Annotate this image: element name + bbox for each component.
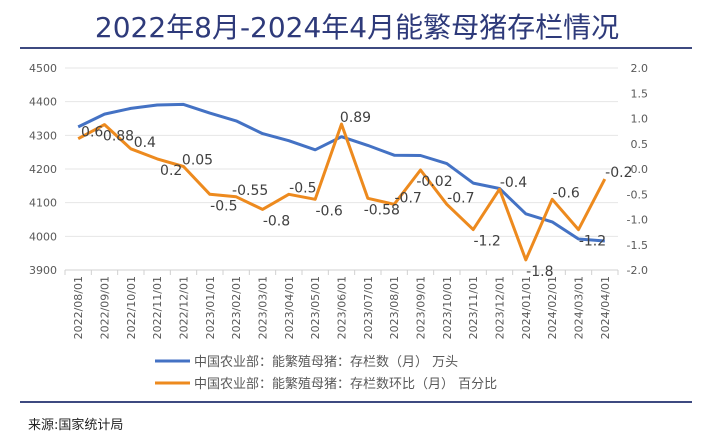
data-label: -0.7	[395, 190, 422, 206]
data-label: 0.6	[81, 125, 103, 141]
data-label: -1.2	[474, 234, 501, 250]
right-axis-tick: -0.5	[627, 188, 648, 201]
data-label: -1.8	[526, 264, 553, 280]
x-axis-tick: 2023/02/01	[230, 276, 243, 339]
x-axis-tick: 2024/01/01	[520, 276, 533, 339]
data-label: 0.89	[340, 110, 371, 126]
data-label: -0.8	[263, 213, 290, 229]
data-label: -0.4	[500, 175, 527, 191]
x-axis-tick: 2023/06/01	[336, 276, 349, 339]
left-axis-tick: 3900	[29, 264, 57, 277]
data-label: -0.7	[447, 190, 474, 206]
left-axis-tick: 4400	[29, 96, 57, 109]
data-label: -0.58	[364, 202, 400, 218]
data-label: -0.5	[289, 180, 316, 196]
x-axis-tick: 2023/10/01	[441, 276, 454, 339]
data-label: -0.2	[605, 165, 632, 181]
right-axis-tick: 1.5	[631, 87, 649, 100]
right-axis-tick: -1.0	[627, 214, 648, 227]
data-label: 0.2	[160, 163, 182, 179]
title-divider	[20, 47, 692, 49]
data-label: 0.4	[134, 135, 156, 151]
data-label: -0.6	[553, 185, 580, 201]
series-line-2	[77, 122, 607, 262]
x-axis-tick: 2023/09/01	[415, 276, 428, 339]
data-label: 0.88	[103, 129, 134, 145]
right-axis-tick: 0.0	[631, 163, 649, 176]
right-axis-tick: -1.5	[627, 239, 648, 252]
x-axis-tick: 2024/03/01	[573, 276, 586, 339]
left-axis-tick: 4100	[29, 197, 57, 210]
data-label: -0.5	[210, 198, 237, 214]
right-axis-tick: 2.0	[631, 62, 649, 75]
legend-entry: 中国农业部：能繁殖母猪：存栏数环比（月） 百分比	[194, 376, 497, 392]
x-axis-tick: 2023/07/01	[362, 276, 375, 339]
x-axis-tick: 2022/10/01	[125, 276, 138, 339]
data-label: -0.02	[416, 174, 452, 190]
left-axis-tick: 4200	[29, 163, 57, 176]
right-axis-tick: -2.0	[627, 264, 648, 277]
right-axis-tick: 0.5	[631, 138, 649, 151]
data-label: -0.55	[232, 183, 268, 199]
right-axis-tick: 1.0	[631, 113, 649, 126]
x-axis-tick: 2024/02/01	[546, 276, 559, 339]
x-axis-tick: 2022/11/01	[151, 276, 164, 339]
source-note: 来源:国家统计局	[28, 418, 124, 433]
x-axis-tick: 2022/08/01	[72, 276, 85, 339]
x-axis-tick: 2022/09/01	[99, 276, 112, 339]
legend-entry: 中国农业部：能繁殖母猪：存栏数（月） 万头	[194, 354, 458, 370]
x-axis-tick: 2024/04/01	[599, 276, 612, 339]
left-axis-tick: 4300	[29, 129, 57, 142]
x-axis-tick: 2023/01/01	[204, 276, 217, 339]
data-label: -1.2	[579, 234, 606, 250]
x-axis-tick: 2023/03/01	[257, 276, 270, 339]
x-axis-tick: 2023/12/01	[494, 276, 507, 339]
data-label: 0.05	[182, 152, 213, 168]
x-axis-tick: 2023/04/01	[283, 276, 296, 339]
x-axis-tick: 2023/11/01	[467, 276, 480, 339]
chart-title: 2022年8月-2024年4月能繁母猪存栏情况	[94, 11, 620, 44]
left-axis-tick: 4500	[29, 62, 57, 75]
data-label: -0.6	[316, 203, 343, 219]
x-axis-tick: 2022/12/01	[178, 276, 191, 339]
left-axis-tick: 4000	[29, 230, 57, 243]
x-axis-tick: 2023/05/01	[309, 276, 322, 339]
bottom-divider	[20, 401, 692, 403]
x-axis-tick: 2023/08/01	[388, 276, 401, 339]
